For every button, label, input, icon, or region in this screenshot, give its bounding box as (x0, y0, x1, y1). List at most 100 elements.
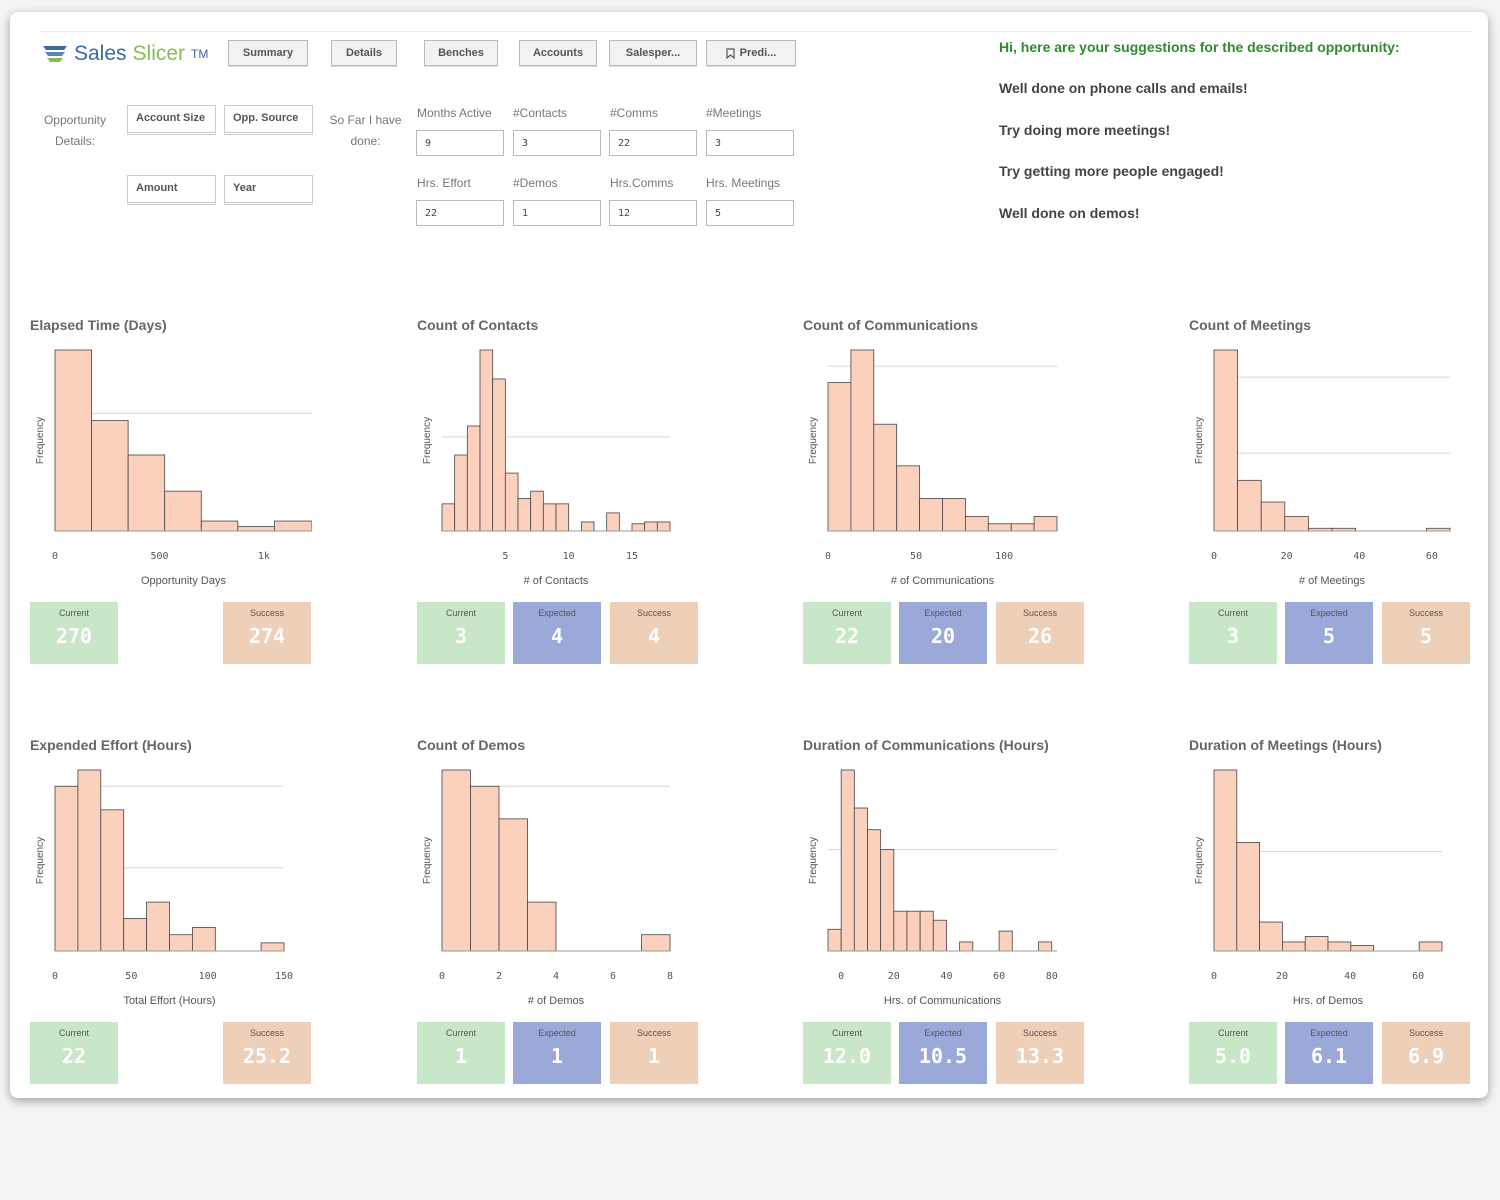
histogram-bar[interactable] (827, 382, 852, 532)
histogram-chart[interactable]: 0 500 1k Frequency Opportunity Days (30, 337, 312, 599)
histogram-bar[interactable] (998, 930, 1013, 952)
histogram-bar[interactable] (964, 516, 989, 532)
histogram-bar[interactable] (641, 934, 671, 952)
histogram-bar[interactable] (919, 910, 934, 952)
tab-summary[interactable]: Summary (228, 40, 308, 66)
histogram-bar[interactable] (260, 942, 285, 952)
histogram-bar[interactable] (1327, 941, 1352, 952)
histogram-bar[interactable] (555, 503, 570, 532)
histogram-bar[interactable] (466, 425, 481, 532)
histogram-bar[interactable] (1350, 945, 1375, 952)
months-active-input[interactable]: 9 (416, 130, 504, 156)
histogram-bar[interactable] (853, 807, 868, 952)
histogram-bar[interactable] (1259, 921, 1283, 952)
histogram-bar[interactable] (542, 503, 557, 532)
histogram-bar[interactable] (906, 910, 921, 952)
histogram-bar[interactable] (919, 498, 943, 532)
histogram-bar[interactable] (504, 472, 519, 532)
tab-details[interactable]: Details (331, 40, 397, 66)
histogram-bar[interactable] (273, 520, 312, 532)
chart-panel[interactable]: Expended Effort (Hours) 0 50 100 150 Frequenc… (30, 737, 312, 1084)
histogram-bar[interactable] (580, 521, 595, 532)
chart-panel[interactable]: Count of Meetings 0 20 40 60 Frequency # of Me… (1189, 317, 1471, 664)
tab-predictions[interactable]: Predi... (706, 40, 796, 66)
histogram-bar[interactable] (1213, 349, 1239, 532)
histogram-bar[interactable] (492, 378, 506, 532)
chart-panel[interactable]: Elapsed Time (Days) 0 500 1k Frequency Opport… (30, 317, 312, 664)
tab-accounts[interactable]: Accounts (519, 40, 597, 66)
histogram-bar[interactable] (91, 420, 129, 532)
contacts-input[interactable]: 3 (513, 130, 601, 156)
hrs-comms-input[interactable]: 12 (609, 200, 697, 226)
chart-panel[interactable]: Duration of Communications (Hours) 0 20 40 6… (803, 737, 1085, 1084)
histogram-chart[interactable]: 5 10 15 Frequency # of Contacts (417, 337, 699, 599)
histogram-bar[interactable] (1282, 941, 1306, 952)
histogram-bar[interactable] (840, 769, 855, 952)
hrs-effort-input[interactable]: 22 (416, 200, 504, 226)
histogram-bar[interactable] (479, 349, 494, 532)
histogram-bar[interactable] (498, 818, 528, 952)
histogram-bar[interactable] (191, 927, 216, 952)
histogram-bar[interactable] (100, 809, 125, 952)
histogram-bar[interactable] (146, 901, 170, 952)
histogram-bar[interactable] (1418, 941, 1443, 952)
histogram-bar[interactable] (932, 919, 947, 952)
histogram-bar[interactable] (896, 465, 920, 532)
histogram-bar[interactable] (880, 849, 895, 952)
histogram-bar[interactable] (123, 918, 147, 952)
histogram-bar[interactable] (987, 523, 1012, 532)
histogram-bar[interactable] (1284, 516, 1309, 532)
histogram-bar[interactable] (1260, 501, 1286, 532)
meetings-input[interactable]: 3 (706, 130, 794, 156)
histogram-bar[interactable] (1033, 516, 1058, 532)
histogram-bar[interactable] (1236, 842, 1260, 952)
histogram-chart[interactable]: 0 20 40 60 Frequency # of Meetings (1189, 337, 1471, 599)
histogram-bar[interactable] (867, 829, 882, 952)
histogram-bar[interactable] (127, 454, 166, 532)
histogram-chart[interactable]: 0 20 40 60 80 Frequency Hrs. of Communications (803, 757, 1085, 1019)
histogram-bar[interactable] (959, 941, 974, 952)
histogram-bar[interactable] (169, 934, 193, 952)
histogram-bar[interactable] (441, 503, 456, 532)
histogram-bar[interactable] (517, 498, 532, 532)
histogram-bar[interactable] (893, 910, 908, 952)
histogram-chart[interactable]: 0 2 4 6 8 Frequency # of Demos (417, 757, 699, 1019)
histogram-bar[interactable] (1038, 941, 1053, 952)
amount-filter[interactable]: Amount (127, 175, 216, 205)
histogram-bar[interactable] (77, 769, 102, 952)
histogram-bar[interactable] (237, 526, 275, 532)
histogram-bar[interactable] (827, 928, 842, 952)
histogram-bar[interactable] (606, 512, 620, 532)
histogram-bar[interactable] (942, 498, 966, 532)
demos-input[interactable]: 1 (513, 200, 601, 226)
account-size-filter[interactable]: Account Size (127, 105, 216, 135)
chart-panel[interactable]: Count of Communications 0 50 100 Frequency # … (803, 317, 1085, 664)
app-logo[interactable]: Sales Slicer TM (42, 42, 208, 66)
hrs-meetings-input[interactable]: 5 (706, 200, 794, 226)
histogram-chart[interactable]: 0 20 40 60 Frequency Hrs. of Demos (1189, 757, 1471, 1019)
histogram-bar[interactable] (1304, 936, 1329, 952)
year-filter[interactable]: Year (224, 175, 313, 205)
histogram-bar[interactable] (1213, 769, 1238, 952)
histogram-bar[interactable] (644, 521, 658, 532)
histogram-bar[interactable] (527, 901, 557, 952)
chart-panel[interactable]: Duration of Meetings (Hours) 0 20 40 60 Frequ… (1189, 737, 1471, 1084)
histogram-bar[interactable] (164, 490, 202, 532)
histogram-bar[interactable] (1010, 523, 1035, 532)
histogram-bar[interactable] (631, 523, 646, 532)
histogram-bar[interactable] (441, 769, 471, 952)
tab-salesperson[interactable]: Salesper... (609, 40, 697, 66)
opp-source-filter[interactable]: Opp. Source (224, 105, 313, 135)
chart-panel[interactable]: Count of Contacts 5 10 15 Frequency # of Cont… (417, 317, 699, 664)
chart-panel[interactable]: Count of Demos 0 2 4 6 8 Frequency # of Demos Cu… (417, 737, 699, 1084)
histogram-chart[interactable]: 0 50 100 150 Frequency Total Effort (Hours) (30, 757, 312, 1019)
histogram-chart[interactable]: 0 50 100 Frequency # of Communications (803, 337, 1085, 599)
tab-benches[interactable]: Benches (424, 40, 498, 66)
histogram-bar[interactable] (54, 349, 92, 532)
histogram-bar[interactable] (54, 785, 79, 952)
histogram-bar[interactable] (656, 521, 671, 532)
histogram-bar[interactable] (850, 349, 875, 532)
histogram-bar[interactable] (470, 785, 500, 952)
histogram-bar[interactable] (530, 490, 544, 532)
histogram-bar[interactable] (454, 454, 468, 532)
